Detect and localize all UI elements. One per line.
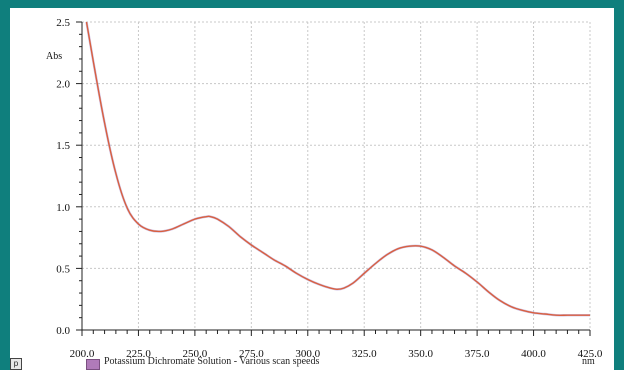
y-tick-label: 1.5 — [56, 140, 70, 152]
x-tick-label: 275.0 — [239, 348, 264, 360]
y-tick-label: 1.0 — [56, 202, 70, 214]
grid — [82, 21, 591, 330]
y-axis-label: Abs — [46, 51, 62, 62]
series-group — [85, 21, 590, 317]
x-tick-label: 225.0 — [126, 348, 151, 360]
x-tick-label: 300.0 — [295, 348, 320, 360]
y-tick-label: 2.5 — [56, 17, 70, 29]
x-tick-label: 200.0 — [70, 348, 95, 360]
series-underlay-line — [85, 21, 590, 317]
x-tick-label: 400.0 — [521, 348, 546, 360]
y-tick-label: 0.0 — [56, 325, 70, 337]
x-tick-labels: 200.0 225.0 250.0 275.0 300.0 325.0 350.0 375.0… — [70, 348, 603, 360]
chart-panel: 200.0 225.0 250.0 275.0 300.0 325.0 350.0 375.0… — [10, 8, 614, 370]
y-tick-label: 0.5 — [56, 263, 70, 275]
x-tick-label: 350.0 — [408, 348, 433, 360]
legend-series-name: Potassium Dichromate Solution - Various … — [104, 356, 320, 367]
y-tick-labels: 0.0 0.5 1.0 1.5 2.0 2.5 — [56, 17, 70, 337]
axes — [76, 21, 591, 336]
series-line — [85, 21, 590, 316]
legend: p Potassium Dichromate Solution - Variou… — [10, 356, 614, 370]
x-tick-label: 425.0 — [578, 348, 603, 360]
legend-toggle-box[interactable]: p — [10, 358, 22, 370]
x-tick-label: 375.0 — [465, 348, 490, 360]
y-tick-label: 2.0 — [56, 79, 70, 91]
absorbance-chart: 200.0 225.0 250.0 275.0 300.0 325.0 350.0 375.0… — [46, 17, 603, 360]
x-tick-label: 250.0 — [183, 348, 208, 360]
legend-swatch — [86, 359, 100, 370]
x-tick-label: 325.0 — [352, 348, 377, 360]
x-axis-unit: nm — [582, 356, 595, 367]
